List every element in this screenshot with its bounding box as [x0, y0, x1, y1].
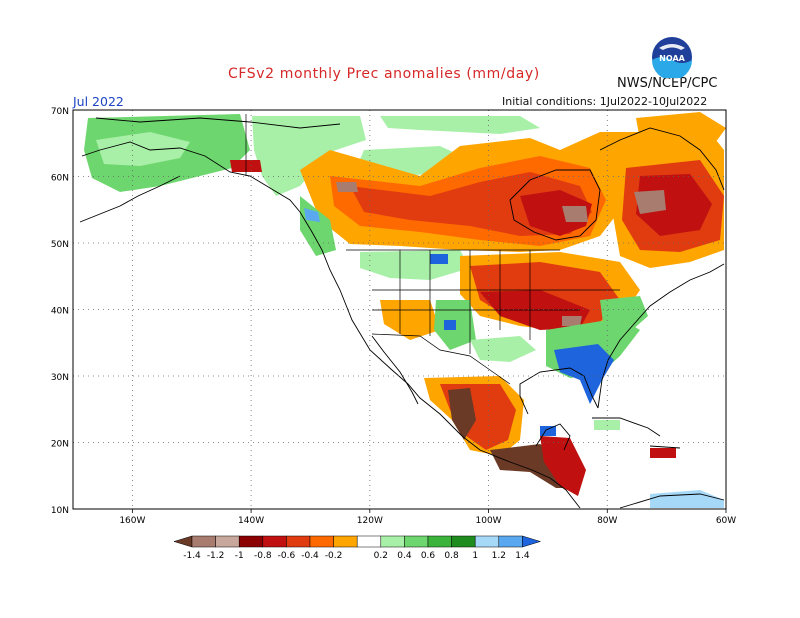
colorbar-cell — [356, 535, 382, 548]
lon-label: 60W — [716, 516, 736, 526]
colorbar-label: 1.2 — [492, 551, 506, 561]
coastline-yucatan — [535, 423, 571, 451]
anomaly-bc-blue — [304, 208, 320, 222]
colorbar-cell — [498, 535, 523, 548]
colorbar-label: -1.4 — [183, 551, 201, 561]
lon-label: 120W — [357, 516, 383, 526]
lat-label: 40N — [51, 307, 69, 317]
colorbar-label: 0.8 — [444, 551, 459, 561]
coastline-alaska — [81, 141, 323, 251]
anomaly-caribbean-red — [650, 448, 676, 458]
noaa-logo-icon: NOAA — [652, 37, 692, 78]
initial-conditions-label: Initial conditions: 1Jul2022-10Jul2022 — [502, 95, 708, 108]
lon-label: 100W — [476, 516, 502, 526]
colorbar-cell — [262, 535, 287, 548]
anomaly-southeast-blue — [554, 344, 614, 404]
coastline-east — [597, 263, 725, 409]
lat-label: 10N — [51, 506, 69, 516]
colorbar-label: 1.4 — [515, 551, 530, 561]
anomaly-labrador-brown — [634, 190, 666, 214]
colorbar-labels: -1.4 -1.2 -1 -0.8 -0.6 -0.4 -0.2 0.2 0.4 0.6 0.8 1 1… — [183, 551, 530, 561]
colorbar-label: -1.2 — [207, 551, 225, 561]
colorbar-arrow-low — [173, 535, 193, 548]
lat-label: 70N — [51, 107, 69, 117]
coastline-cuba — [592, 417, 661, 437]
anomaly-fields — [84, 112, 726, 508]
coastlines — [79, 117, 725, 509]
colorbar-arrow-high — [522, 535, 542, 548]
anomaly-alberta-brown — [336, 182, 358, 192]
colorbar-cell — [191, 535, 216, 548]
colorbar-cell — [333, 535, 358, 548]
colorbar-cell — [404, 535, 429, 548]
anomaly-labrador-darkred — [636, 174, 712, 236]
longitude-labels: 160W 140W 120W 100W 80W 60W — [119, 516, 736, 526]
colorbar-label: 0.2 — [374, 551, 388, 561]
colorbar-cell — [474, 535, 500, 548]
colorbar-label: -0.6 — [278, 551, 296, 561]
coastline-labrador — [599, 127, 725, 191]
colorbar-label: 0.6 — [421, 551, 436, 561]
colorbar-cell — [309, 535, 334, 548]
coastline-alaska-peninsula — [79, 175, 181, 223]
colorbar-cell — [286, 535, 311, 548]
coastline-hispaniola — [649, 445, 681, 449]
month-label: Jul 2022 — [73, 94, 124, 109]
colorbar-cell — [380, 535, 405, 548]
gridlines — [73, 110, 727, 513]
logo-text: NOAA — [659, 54, 685, 63]
figure-title: CFSv2 monthly Prec anomalies (mm/day) — [228, 66, 540, 82]
anomaly-hudson-brown — [562, 206, 588, 222]
anomaly-southamerica-blue — [650, 490, 724, 508]
colorbar-cell — [451, 535, 476, 548]
anomaly-midwest-brown — [562, 316, 582, 326]
coastline-hudson-bay — [509, 169, 601, 241]
colorbar-label: -0.2 — [325, 551, 343, 561]
anomaly-mexico-brown — [448, 388, 476, 440]
colorbar-label: 1 — [472, 551, 478, 561]
anomaly-central-america-red — [540, 436, 586, 496]
coastline-gulf — [519, 367, 599, 415]
anomaly-hudson-darkred — [520, 190, 592, 236]
border-state-lines — [372, 250, 620, 354]
colorbar-cell — [215, 535, 240, 548]
coastline-baja — [371, 335, 419, 405]
anomaly-arctic-green — [380, 116, 540, 134]
anomaly-yukon-green — [252, 116, 366, 196]
lon-label: 80W — [597, 516, 617, 526]
colorbar-label: -0.4 — [301, 551, 319, 561]
colorbar-label: -0.8 — [254, 551, 272, 561]
anomaly-rockies-blue — [444, 320, 456, 330]
lon-label: 160W — [119, 516, 145, 526]
lat-label: 50N — [51, 240, 69, 250]
colorbar-label: -1 — [235, 551, 244, 561]
political-borders — [245, 114, 620, 385]
map-frame — [72, 109, 727, 510]
colorbar-label: 0.4 — [397, 551, 412, 561]
lon-label: 140W — [238, 516, 264, 526]
anomaly-montana-blue — [430, 254, 448, 264]
colorbar-cell — [427, 535, 452, 548]
anomaly-arctic-east-orange — [636, 112, 726, 154]
coastline-southamerica — [619, 493, 725, 509]
lat-label: 30N — [51, 373, 69, 383]
border-us-mexico — [371, 333, 511, 385]
lat-label: 60N — [51, 174, 69, 184]
colorbar-cell — [238, 535, 264, 548]
latitude-labels: 70N 60N 50N 40N 30N 20N 10N — [51, 107, 69, 516]
coastline-arctic — [95, 117, 341, 129]
anomaly-texas-green — [470, 336, 536, 362]
anomaly-appalachian-green — [600, 296, 648, 332]
colorbar-cells — [173, 535, 542, 548]
coastline-west — [321, 249, 581, 509]
agency-label: NWS/NCEP/CPC — [617, 76, 718, 91]
anomaly-alaska-green-light — [96, 132, 190, 166]
lat-label: 20N — [51, 440, 69, 450]
